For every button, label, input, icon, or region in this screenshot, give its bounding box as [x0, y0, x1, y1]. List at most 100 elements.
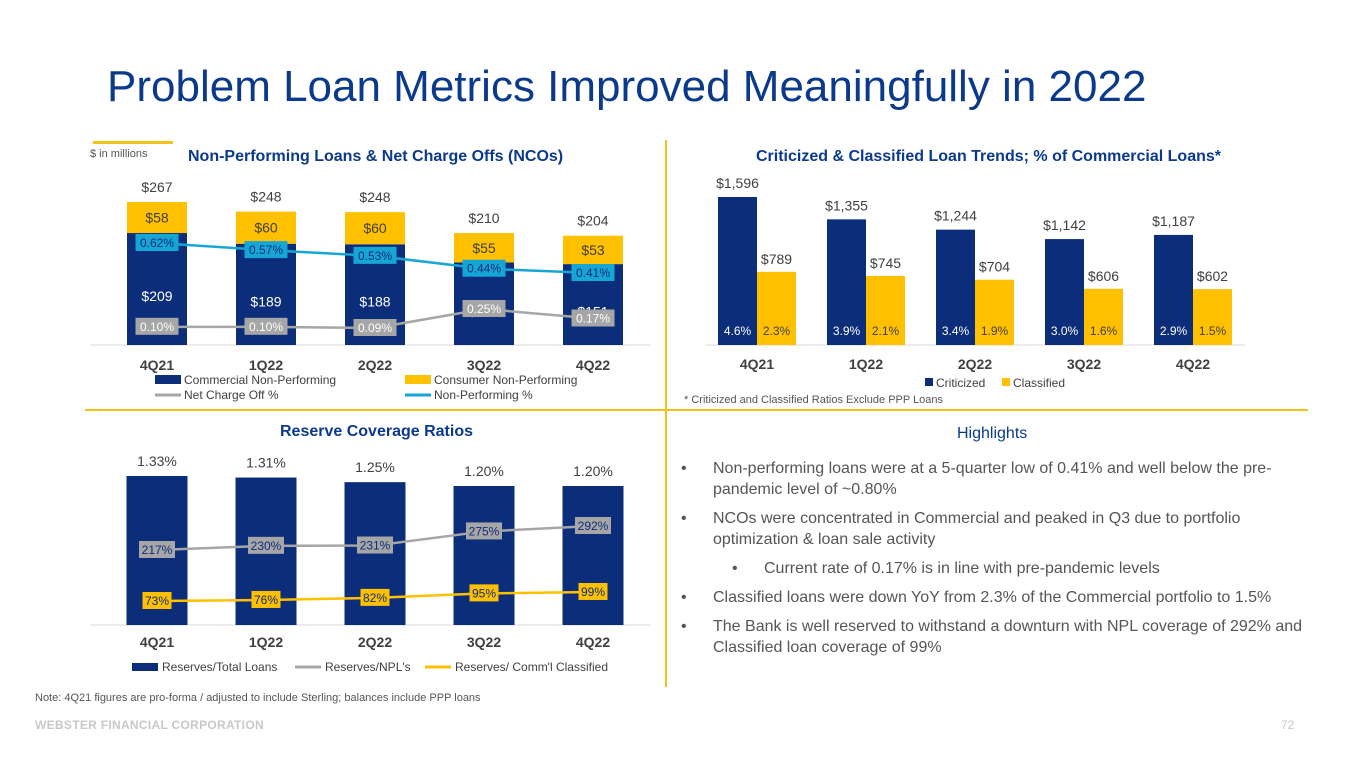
legend-label: Net Charge Off %	[184, 388, 279, 402]
x-tick-label: 4Q22	[576, 634, 610, 650]
x-tick-label: 3Q22	[1067, 356, 1101, 372]
label-consumer: $60	[363, 220, 387, 236]
crit-footnote: * Criticized and Classified Ratios Exclu…	[684, 394, 944, 406]
label-reserves-npl-box	[357, 536, 393, 554]
x-tick-label: 1Q22	[849, 356, 883, 372]
highlight-text: The Bank is well reserved to withstand a…	[713, 618, 1303, 656]
label-commercial: $209	[141, 288, 172, 304]
pct-criticized: 3.0%	[1051, 324, 1079, 338]
label-reserves-classified: 82%	[363, 591, 387, 605]
label-consumer: $58	[145, 210, 169, 226]
label-reserves-npl: 217%	[142, 543, 173, 557]
bar-reserves-total	[453, 486, 515, 625]
label-reserves-npl: 230%	[251, 539, 282, 553]
label-classified: $745	[870, 255, 901, 271]
label-consumer: $55	[472, 240, 496, 256]
x-tick-label: 4Q21	[740, 356, 774, 372]
label-total: $204	[577, 213, 608, 229]
bar-consumer	[127, 201, 187, 234]
label-reserves-classified-box	[469, 584, 499, 602]
bar-classified	[1193, 289, 1232, 345]
label-commercial: $188	[359, 294, 390, 310]
legend-label: Criticized	[936, 376, 985, 390]
label-reserves-total: 1.20%	[464, 463, 504, 479]
label-reserves-total: 1.20%	[573, 463, 613, 479]
label-nco-box	[135, 317, 179, 335]
bar-consumer	[236, 211, 296, 244]
bar-criticized	[827, 219, 866, 345]
label-criticized: $1,596	[716, 175, 759, 191]
label-nco: 0.10%	[249, 320, 283, 334]
label-reserves-npl: 292%	[578, 519, 609, 533]
legend-swatch	[925, 378, 933, 386]
bar-criticized	[1045, 239, 1084, 345]
label-reserves-npl: 231%	[360, 539, 391, 553]
pct-classified: 2.1%	[872, 324, 900, 338]
bar-classified	[757, 271, 796, 345]
company-name: WEBSTER FINANCIAL CORPORATION	[35, 718, 264, 732]
highlight-text: Current rate of 0.17% is in line with pr…	[764, 560, 1160, 577]
x-tick-label: 2Q22	[358, 634, 392, 650]
x-tick-label: 4Q22	[1176, 356, 1210, 372]
highlight-item: • Non-performing loans were at a 5-quarte…	[681, 460, 1272, 498]
units-accent-line	[93, 141, 173, 144]
footnote: Note: 4Q21 figures are pro-forma / adjus…	[35, 692, 481, 704]
label-reserves-classified: 76%	[254, 593, 278, 607]
label-reserves-total: 1.25%	[355, 459, 395, 475]
legend-swatch	[1002, 378, 1010, 386]
bar-consumer	[454, 233, 514, 263]
label-reserves-classified-box	[251, 590, 281, 608]
label-nco: 0.17%	[576, 312, 610, 326]
label-classified: $789	[761, 251, 792, 267]
x-tick-label: 1Q22	[249, 634, 283, 650]
label-reserves-classified-box	[142, 592, 172, 609]
bar-criticized	[718, 197, 757, 345]
crit-chart-title: Criticized & Classified Loan Trends; % o…	[756, 148, 1221, 165]
label-npl-pct-box	[135, 234, 179, 251]
legend-label: Reserves/NPL's	[325, 660, 411, 674]
pct-criticized: 3.9%	[833, 324, 861, 338]
pct-classified: 1.6%	[1090, 324, 1118, 338]
label-commercial: $189	[250, 293, 281, 309]
highlight-item: • Classified loans were down YoY from 2.3…	[681, 589, 1272, 606]
label-criticized: $1,187	[1152, 213, 1195, 229]
bar-criticized	[936, 229, 975, 345]
legend-label: Non-Performing %	[434, 388, 533, 402]
x-tick-label: 4Q22	[576, 357, 610, 373]
label-total: $248	[359, 189, 390, 205]
bar-consumer	[345, 212, 405, 245]
label-total: $267	[141, 179, 172, 195]
label-nco-box	[353, 319, 397, 336]
label-reserves-total: 1.33%	[137, 455, 177, 469]
label-reserves-classified: 73%	[145, 594, 169, 608]
label-reserves-classified: 95%	[472, 586, 496, 600]
label-npl-pct-box	[244, 241, 288, 259]
npl-chart-title: Non-Performing Loans & Net Charge Offs (…	[188, 148, 564, 165]
label-npl-pct-box	[353, 246, 397, 264]
label-npl-pct: 0.62%	[140, 236, 174, 250]
label-reserves-npl-box	[248, 536, 284, 554]
label-nco: 0.10%	[140, 320, 174, 334]
label-reserves-classified: 99%	[581, 585, 605, 599]
pct-classified: 1.9%	[981, 324, 1009, 338]
pct-criticized: 3.4%	[942, 324, 970, 338]
label-nco: 0.25%	[467, 302, 501, 316]
label-nco-box	[462, 300, 506, 317]
label-npl-pct-box	[462, 259, 506, 277]
page-number: 72	[1281, 718, 1295, 732]
highlight-item: • The Bank is well reserved to withstand …	[681, 618, 1303, 656]
legend-label: Classified	[1013, 376, 1065, 390]
page-title: Problem Loan Metrics Improved Meaningful…	[107, 62, 1147, 111]
bar-classified	[975, 279, 1014, 345]
label-total: $248	[250, 189, 281, 205]
label-reserves-classified-box	[360, 588, 390, 606]
label-nco: 0.09%	[358, 321, 392, 335]
reserve-chart-title: Reserve Coverage Ratios	[280, 423, 473, 440]
pct-criticized: 2.9%	[1160, 324, 1188, 338]
pct-criticized: 4.6%	[724, 324, 752, 338]
bar-consumer	[563, 235, 623, 265]
x-tick-label: 3Q22	[467, 357, 501, 373]
highlight-text: Non-performing loans were at a 5-quarter…	[713, 460, 1272, 498]
x-tick-label: 2Q22	[958, 356, 992, 372]
label-npl-pct: 0.57%	[249, 243, 283, 257]
